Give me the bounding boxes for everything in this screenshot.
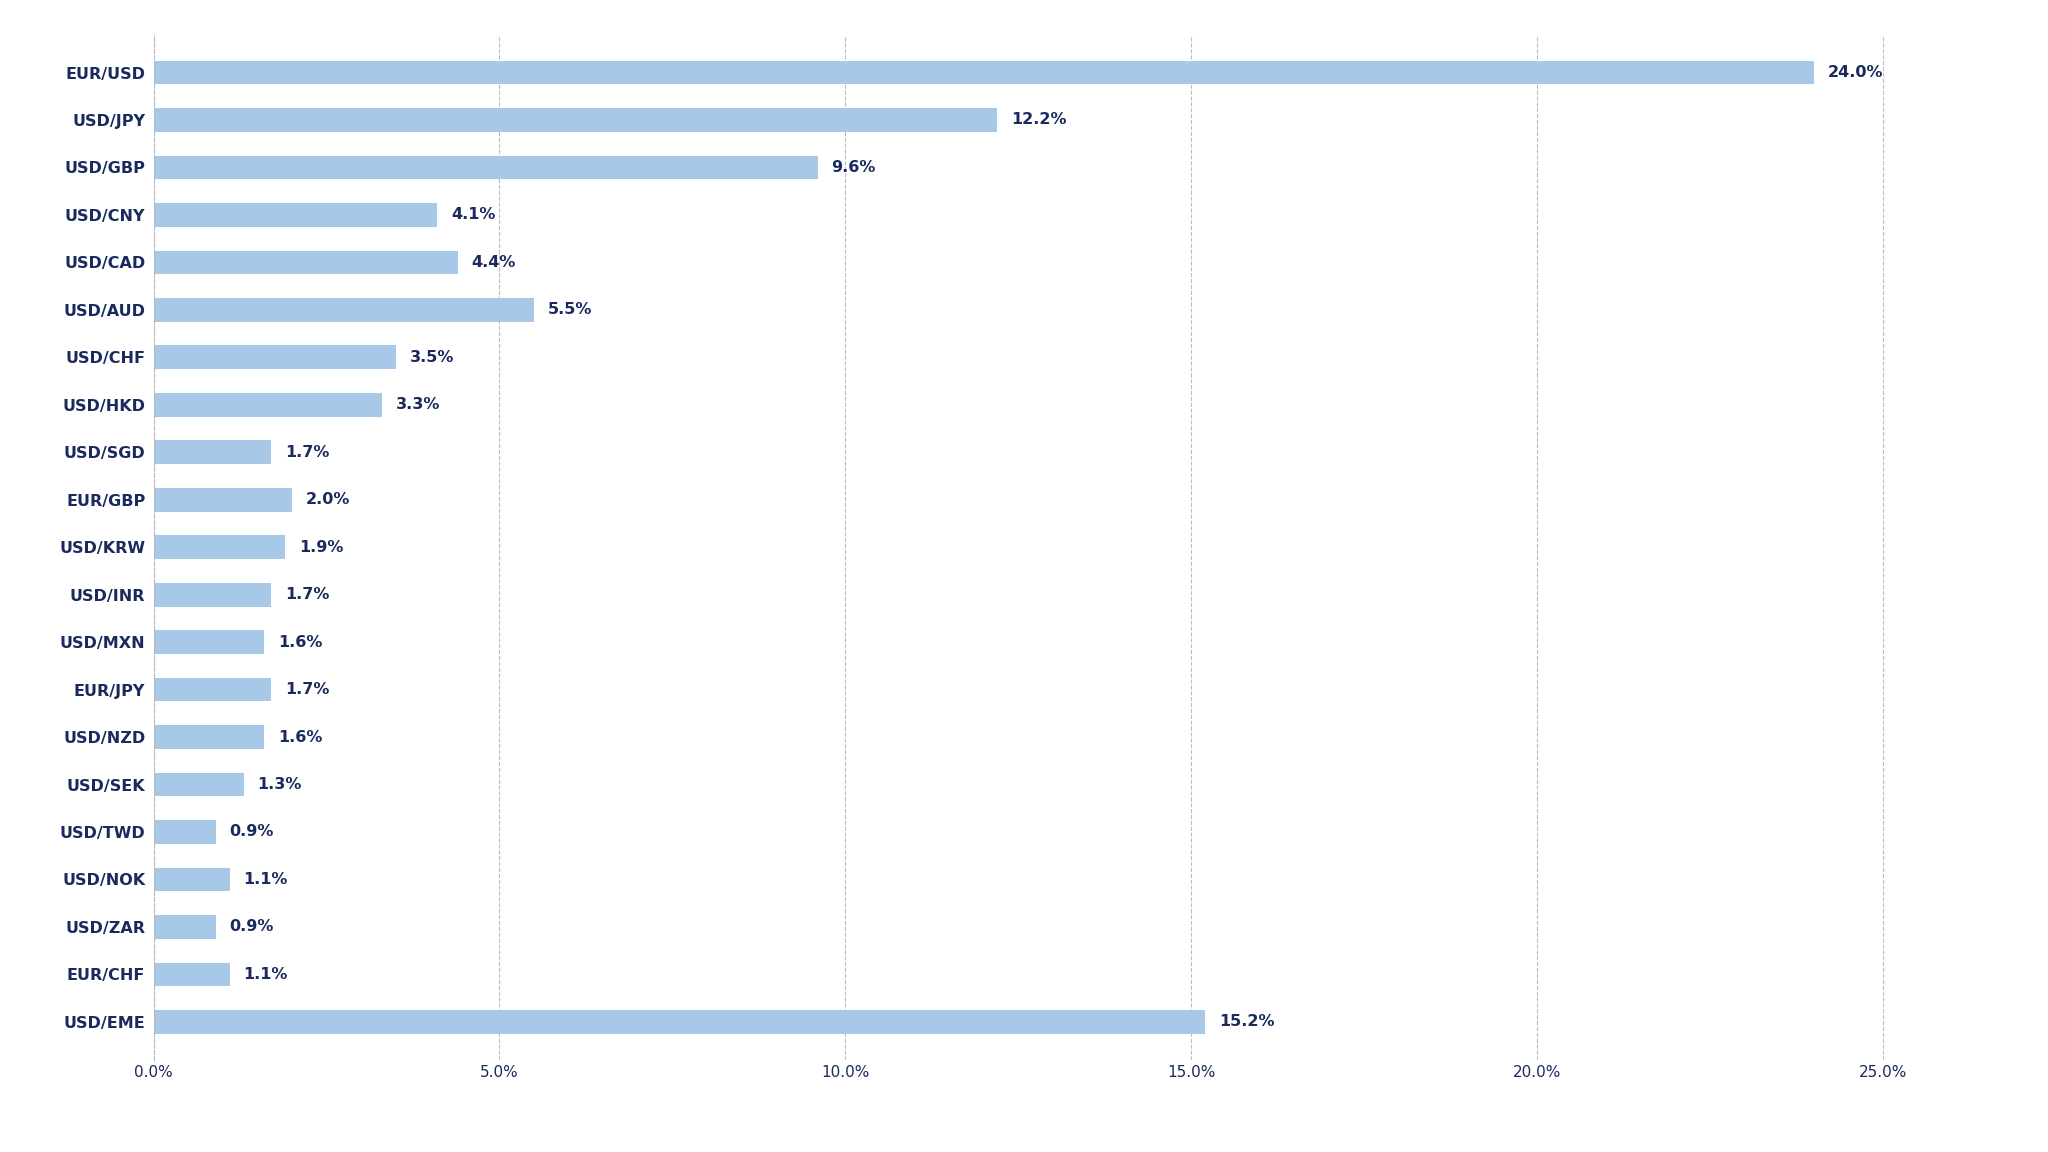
Bar xyxy=(154,963,229,986)
Bar xyxy=(154,726,264,749)
Bar xyxy=(154,1010,1204,1033)
Text: 1.1%: 1.1% xyxy=(244,872,289,887)
Text: 1.6%: 1.6% xyxy=(279,635,322,650)
Text: 0.9%: 0.9% xyxy=(229,919,274,934)
Text: 4.4%: 4.4% xyxy=(471,255,516,270)
Text: 12.2%: 12.2% xyxy=(1012,113,1067,128)
Bar xyxy=(154,915,215,939)
Bar xyxy=(154,250,459,274)
Text: 1.6%: 1.6% xyxy=(279,729,322,744)
Bar xyxy=(154,487,293,511)
Bar xyxy=(154,156,817,180)
Text: 3.3%: 3.3% xyxy=(395,397,440,412)
Text: 1.3%: 1.3% xyxy=(258,778,301,793)
Text: 9.6%: 9.6% xyxy=(831,160,877,175)
Bar xyxy=(154,393,381,417)
Bar xyxy=(154,630,264,654)
Text: 5.5%: 5.5% xyxy=(549,302,592,317)
Bar xyxy=(154,298,535,321)
Text: 1.7%: 1.7% xyxy=(285,682,330,697)
Text: 1.7%: 1.7% xyxy=(285,588,330,602)
Text: 3.5%: 3.5% xyxy=(410,350,455,365)
Bar xyxy=(154,583,270,607)
Bar xyxy=(154,773,244,796)
Bar xyxy=(154,61,1815,84)
Text: 2.0%: 2.0% xyxy=(305,492,350,507)
Text: 1.7%: 1.7% xyxy=(285,445,330,460)
Bar xyxy=(154,108,997,131)
Bar xyxy=(154,536,285,559)
Bar xyxy=(154,867,229,892)
Text: 15.2%: 15.2% xyxy=(1219,1015,1274,1030)
Bar xyxy=(154,820,215,844)
Bar xyxy=(154,346,395,369)
Text: 0.9%: 0.9% xyxy=(229,825,274,840)
Text: 1.9%: 1.9% xyxy=(299,539,344,555)
Bar xyxy=(154,203,436,227)
Text: 24.0%: 24.0% xyxy=(1827,65,1882,79)
Bar xyxy=(154,677,270,702)
Bar xyxy=(154,440,270,464)
Text: 1.1%: 1.1% xyxy=(244,967,289,982)
Text: 4.1%: 4.1% xyxy=(451,207,496,222)
